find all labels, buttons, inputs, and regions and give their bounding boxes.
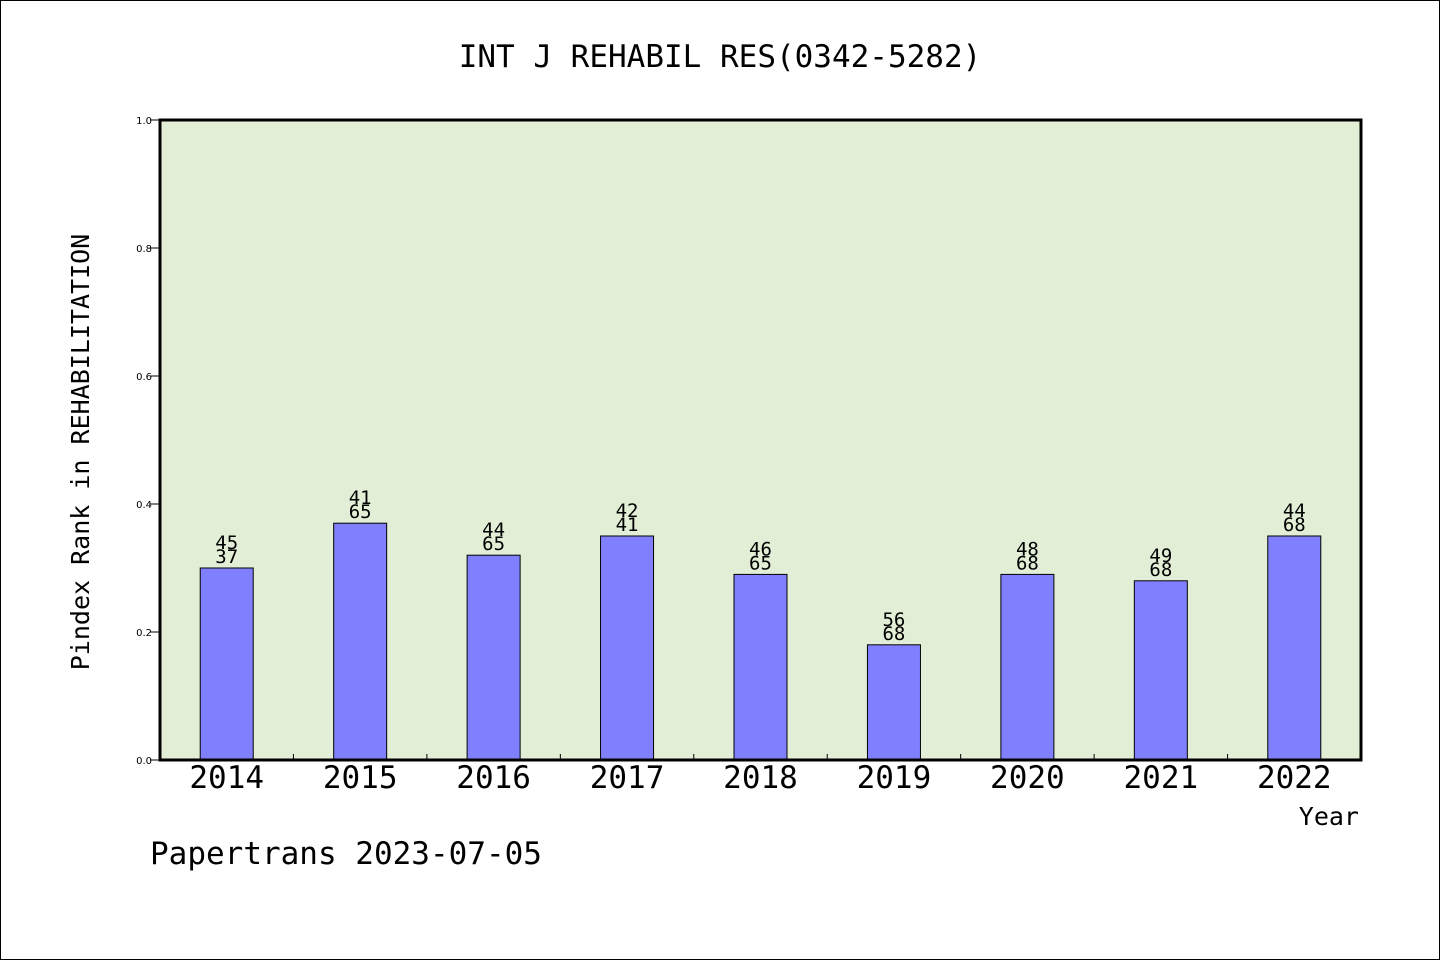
bar-label-top-2022: 44 xyxy=(1283,500,1306,522)
x-tick-label-2014: 2014 xyxy=(189,760,264,796)
bar-2022 xyxy=(1267,535,1322,761)
bar-label-bottom-2021: 68 xyxy=(1149,559,1172,581)
x-tick-label-2017: 2017 xyxy=(590,760,665,796)
x-tick-label-2015: 2015 xyxy=(323,760,398,796)
bar-label-bottom-2015: 65 xyxy=(349,501,372,523)
bar-label-bottom-2014: 37 xyxy=(215,546,238,568)
footer-text: Papertrans 2023-07-05 xyxy=(150,836,542,872)
x-tick-label-2019: 2019 xyxy=(857,760,932,796)
x-ticks-group: 2014 2015 2016 2017 2018 2019 2020 2021 2022 xyxy=(189,754,1332,796)
bar-label-bottom-2019: 68 xyxy=(882,623,905,645)
bar-2015 xyxy=(333,522,388,761)
plot-border xyxy=(158,118,1363,762)
y-tick-label: 0.0 xyxy=(136,756,152,767)
y-tick-label: 0.6 xyxy=(136,372,152,383)
bar-2020 xyxy=(1000,573,1055,761)
bar-label-top-2021: 49 xyxy=(1149,545,1172,567)
bar-label-top-2020: 48 xyxy=(1016,538,1039,560)
bar-2018 xyxy=(733,573,788,761)
bar-label-bottom-2020: 68 xyxy=(1016,552,1039,574)
x-tick-label-2016: 2016 xyxy=(456,760,531,796)
bars-group xyxy=(199,522,1322,761)
bar-label-top-2015: 41 xyxy=(349,487,372,509)
bar-label-bottom-2018: 65 xyxy=(749,552,772,574)
bar-label-top-2014: 45 xyxy=(215,532,238,554)
bar-2017 xyxy=(600,535,655,761)
y-tick-label: 1.0 xyxy=(136,116,152,127)
bar-label-bottom-2017: 41 xyxy=(616,514,639,536)
bar-2019 xyxy=(866,644,921,761)
y-ticks-group: 0.0 0.2 0.4 0.6 0.8 1.0 xyxy=(136,116,160,767)
bar-2016 xyxy=(466,554,521,761)
x-tick-label-2022: 2022 xyxy=(1257,760,1332,796)
x-tick-label-2018: 2018 xyxy=(723,760,798,796)
y-axis-label: Pindex Rank in REHABILITATION xyxy=(66,234,95,671)
bar-label-top-2016: 44 xyxy=(482,519,505,541)
chart-title: INT J REHABIL RES(0342-5282) xyxy=(459,39,982,75)
bar-label-top-2018: 46 xyxy=(749,538,772,560)
y-tick-label: 0.8 xyxy=(136,244,152,255)
bar-label-bottom-2022: 68 xyxy=(1283,514,1306,536)
x-tick-label-2021: 2021 xyxy=(1124,760,1199,796)
bar-label-top-2017: 42 xyxy=(616,500,639,522)
y-tick-label: 0.2 xyxy=(136,628,152,639)
bar-label-bottom-2016: 65 xyxy=(482,533,505,555)
x-tick-label-2020: 2020 xyxy=(990,760,1065,796)
bar-2021 xyxy=(1133,580,1188,761)
x-axis-label: Year xyxy=(1299,802,1359,831)
bar-label-top-2019: 56 xyxy=(882,609,905,631)
y-tick-label: 0.4 xyxy=(136,500,152,511)
bar-2014 xyxy=(199,567,254,761)
